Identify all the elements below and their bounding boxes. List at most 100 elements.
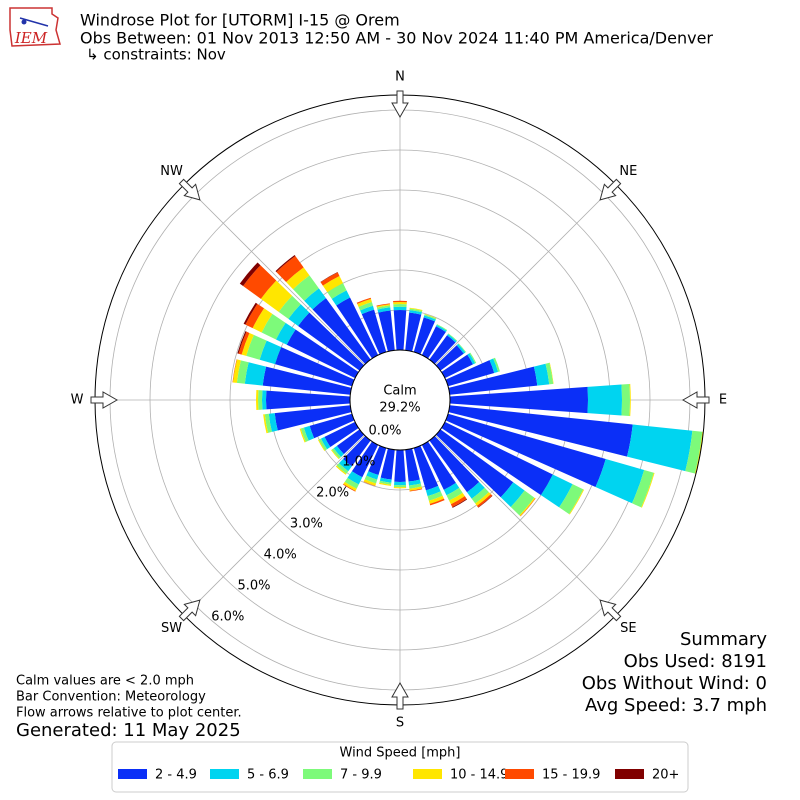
wind-bar-segment [263,414,269,434]
flow-arrow [681,391,710,409]
calm-circle [349,349,451,451]
wind-bar-segment [262,366,352,395]
direction-label: NW [160,164,183,179]
wind-bar-segment [364,475,378,484]
direction-label: NE [619,164,637,179]
wind-bar-segment [304,288,326,310]
wind-bar-segment [377,307,391,313]
wind-bar-segment [409,486,423,491]
radial-grid-line [435,435,616,616]
wind-bar-segment [245,303,265,329]
flow-arrow [391,90,409,119]
wind-bar-segment [456,343,466,354]
wind-bar-segment [447,333,458,342]
wind-bar-segment [356,297,372,304]
direction-label: S [396,716,404,731]
wind-bar-segment [429,498,445,506]
wind-bar-segment [324,421,359,447]
wind-bar-segment [244,362,267,386]
logo-line [19,17,49,27]
radial-grid-line [184,435,365,616]
wind-bar-segment [447,333,457,343]
wind-bar-segment [380,448,395,480]
wind-bar-segment [445,360,495,387]
footnote: Calm values are < 2.0 mph [16,674,194,689]
wind-bar-segment [446,487,463,501]
wind-bar-segment [378,310,395,352]
wind-bar-segment [320,272,338,283]
wind-bar-segment [445,413,606,488]
r-tick-label: 5.0% [237,579,270,594]
wind-bar-segment [376,305,391,310]
wind-bar-segment [333,445,344,457]
flow-arrow [599,178,622,201]
wind-bar-segment [268,413,278,432]
r-tick-label: 4.0% [264,548,297,563]
wind-bar-segment [641,472,655,508]
wind-bar-segment [476,494,493,508]
wind-bar-segment [478,495,493,508]
wind-bar-segment [286,329,359,379]
r-tick-label: 2.0% [316,486,349,501]
wind-bar-segment [322,275,344,293]
wind-bar-segment [366,471,379,480]
wind-bar-segment [259,340,282,365]
wind-bar-segment [467,353,476,365]
wind-bar-segment [540,474,573,508]
wind-bar-segment [331,449,340,460]
wind-bar-segment [336,297,379,359]
wind-bar-segment [545,362,554,385]
r-tick-label: 1.0% [342,455,375,470]
wind-bar-segment [320,272,340,286]
wind-bar-segment [694,431,704,474]
wind-bar-segment [320,436,331,450]
wind-bar-segment [293,275,319,301]
wind-bar-segment [393,300,407,303]
direction-label: E [719,393,727,408]
wind-bar-segment [393,310,407,351]
wind-bar-segment [510,490,535,516]
wind-bar-segment [428,495,444,504]
wind-bar-segment [312,298,371,365]
chart-subtitle: ↳ constraints: Nov [86,46,226,64]
wind-bar-segment [239,262,261,286]
wind-bar-segment [475,492,491,506]
flow-arrow [599,599,622,622]
wind-bar-segment [347,471,363,485]
wind-bar-segment [467,482,485,499]
wind-bar-segment [260,280,293,312]
wind-bar-segment [427,491,443,501]
wind-bar-segment [519,497,536,517]
wind-bar-segment [243,265,277,299]
wind-bar-segment [261,390,267,410]
wind-bar-segment [409,488,423,492]
wind-bar-segment [335,465,347,475]
wind-bar-segment [344,477,359,489]
direction-label: N [395,70,405,85]
wind-bar-segment [379,477,392,483]
flow-arrow [391,681,409,710]
wind-bar-segment [275,322,296,345]
wind-bar-segment [338,458,352,472]
wind-bar-segment [448,366,538,395]
wind-bar-segment [595,458,645,504]
wind-bar-segment [303,425,315,441]
wind-bar-segment [425,485,441,497]
wind-bar-segment [549,362,554,384]
legend: 2 - 4.9 5 - 6.9 7 - 9.9 10 - 14.9 15 - 19.9 2… [118,768,679,783]
wind-bar-segment [424,313,437,319]
wind-bar-segment [435,345,464,371]
wind-bar-segment [278,295,301,319]
wind-bar-segment [361,309,387,355]
wind-bar-segment [351,441,379,478]
wind-bar-segment [358,301,373,311]
wind-bar-segment [274,405,352,431]
direction-label: SW [161,621,182,636]
legend-label: 20+ [652,768,679,783]
wind-bar-segment [469,352,477,364]
radial-grid-line [184,184,365,365]
wind-bar-segment [331,448,342,459]
wind-bar-segment [413,317,435,355]
wind-bar-segment [458,343,467,353]
wind-bar-segment [275,347,355,387]
